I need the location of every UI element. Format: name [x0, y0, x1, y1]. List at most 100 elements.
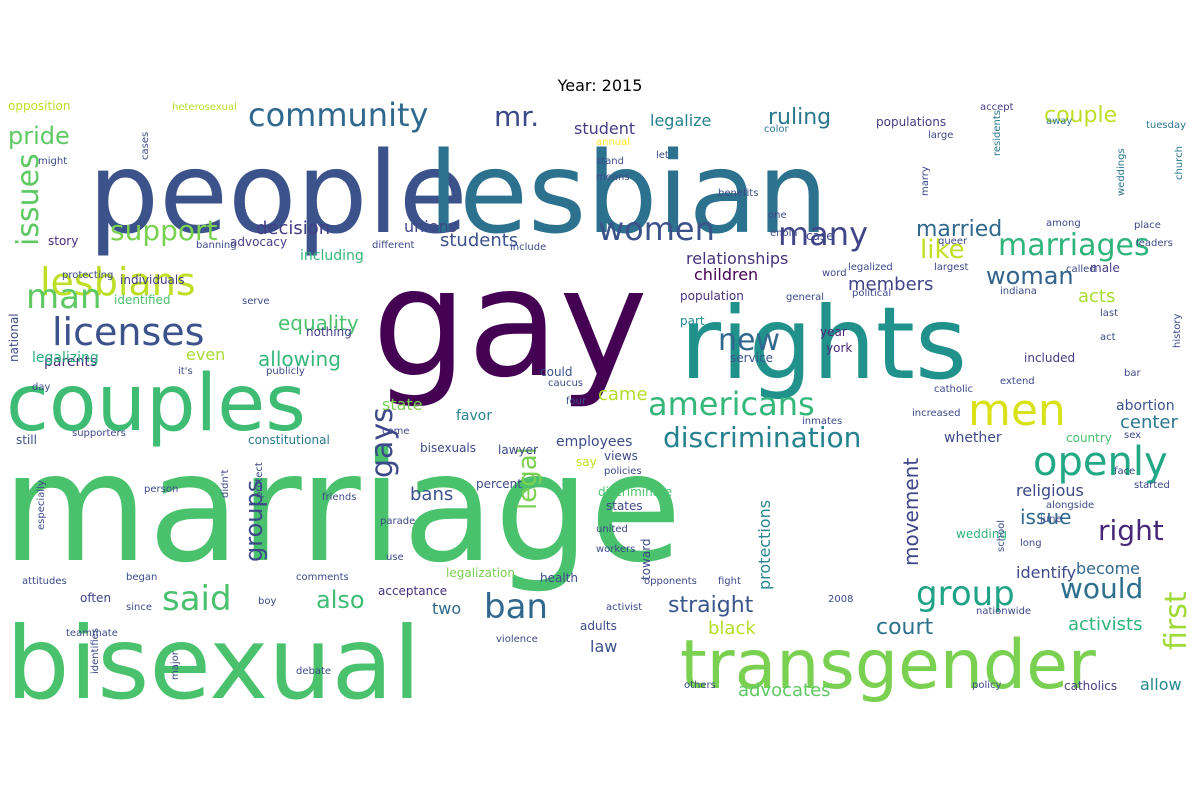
- word-include: include: [510, 242, 546, 253]
- word-stand: stand: [596, 156, 624, 167]
- word-man: man: [26, 277, 102, 317]
- word-opponents: opponents: [644, 576, 697, 587]
- word-allowing: allowing: [258, 347, 341, 371]
- word-employees: employees: [556, 434, 632, 450]
- word-started: started: [1134, 480, 1170, 491]
- word-students: students: [440, 230, 518, 251]
- word-americans: americans: [648, 385, 815, 423]
- word-percent: percent: [476, 477, 522, 491]
- word-marriage: marriage: [2, 422, 682, 596]
- word-2008: 2008: [828, 594, 853, 605]
- word-come: come: [382, 426, 410, 437]
- word-religious: religious: [1016, 481, 1084, 500]
- word-lesbians: lesbians: [40, 260, 196, 304]
- word-bisexual: bisexual: [6, 605, 421, 722]
- word-discriminate: discriminate: [598, 485, 672, 499]
- word-major: major: [170, 650, 181, 680]
- word-legalization: legalization: [446, 566, 515, 580]
- word-included: included: [1024, 351, 1075, 365]
- word-parents: parents: [44, 354, 97, 370]
- word-weddings: weddings: [1116, 148, 1127, 196]
- word-even: even: [186, 345, 225, 364]
- word-decision: decision: [256, 218, 330, 239]
- word-national: national: [7, 313, 21, 362]
- word-june: june: [1039, 514, 1062, 525]
- word-activists: activists: [1068, 614, 1142, 635]
- word-let: let: [656, 150, 669, 161]
- word-health: health: [540, 571, 578, 585]
- word-lesbian: lesbian: [428, 129, 828, 259]
- word-others: others: [684, 680, 716, 691]
- chart-title: Year: 2015: [557, 76, 643, 95]
- word-ban: ban: [484, 587, 548, 627]
- word-say: say: [576, 455, 597, 469]
- word-sex: sex: [1124, 430, 1141, 441]
- word-began: began: [126, 572, 157, 583]
- word-center: center: [1120, 412, 1179, 433]
- word-different: different: [372, 240, 415, 251]
- word-protecting: protecting: [62, 270, 113, 281]
- word-children: children: [694, 265, 758, 284]
- word-indiana: indiana: [1000, 286, 1037, 297]
- word-teammate: teammate: [66, 628, 118, 639]
- word-legal: legal: [513, 447, 543, 510]
- word-supporters: supporters: [72, 428, 126, 439]
- word-adults: adults: [580, 619, 617, 633]
- word-inmates: inmates: [802, 416, 842, 427]
- word-also: also: [316, 586, 365, 614]
- word-mr-: mr.: [494, 100, 539, 133]
- word-catholic: catholic: [934, 384, 973, 395]
- word-like: like: [920, 235, 965, 265]
- word-especially: especially: [36, 480, 47, 530]
- word-transgender: transgender: [680, 626, 1096, 705]
- word-women: women: [598, 210, 715, 248]
- word-two: two: [432, 599, 461, 618]
- word-groups: groups: [240, 480, 268, 562]
- word-nationwide: nationwide: [976, 606, 1031, 617]
- word-identified: identified: [114, 293, 171, 307]
- word-men: men: [968, 385, 1066, 436]
- word-benefits: benefits: [718, 188, 758, 199]
- word-gays: gays: [365, 407, 400, 478]
- word-catholics: catholics: [1064, 679, 1117, 693]
- word-caucus: caucus: [548, 378, 583, 389]
- word-many: many: [778, 215, 868, 253]
- word-pride: pride: [8, 122, 70, 150]
- word-service: service: [730, 351, 773, 365]
- word-since: since: [126, 602, 152, 613]
- word-couple: couple: [1044, 103, 1117, 128]
- word-day: day: [32, 382, 50, 393]
- word-issue: issue: [1020, 505, 1071, 529]
- word-favor: favor: [456, 408, 492, 424]
- word-identifies: identifies: [90, 628, 101, 674]
- word-history: history: [1172, 314, 1183, 348]
- word-said: said: [162, 579, 232, 619]
- word-become: become: [1076, 559, 1140, 578]
- word-legalized: legalized: [848, 262, 893, 273]
- word-case: case: [806, 229, 834, 243]
- word-publicly: publicly: [266, 366, 305, 377]
- word-extend: extend: [1000, 376, 1035, 387]
- word-populations: populations: [876, 115, 946, 129]
- word-violence: violence: [496, 634, 538, 645]
- word-bans: bans: [410, 484, 453, 505]
- word-right: right: [1098, 514, 1164, 547]
- word-color: color: [764, 124, 790, 135]
- word-workers: workers: [596, 544, 635, 555]
- word-court: court: [876, 615, 934, 640]
- word-abortion: abortion: [1116, 398, 1175, 414]
- word-male: male: [1090, 261, 1120, 275]
- word-alongside: alongside: [1046, 500, 1094, 511]
- word-country: country: [1066, 431, 1112, 445]
- word-annual: annual: [596, 137, 630, 148]
- word-first: first: [1159, 591, 1194, 650]
- word-toward: toward: [639, 538, 653, 580]
- word-bar: bar: [1124, 368, 1141, 379]
- word-marriages: marriages: [998, 228, 1150, 263]
- word-might: might: [38, 156, 67, 167]
- word-advocacy: advocacy: [230, 235, 287, 249]
- word-licenses: licenses: [52, 310, 204, 354]
- word-political: political: [852, 288, 891, 299]
- word-nothing: nothing: [306, 325, 352, 339]
